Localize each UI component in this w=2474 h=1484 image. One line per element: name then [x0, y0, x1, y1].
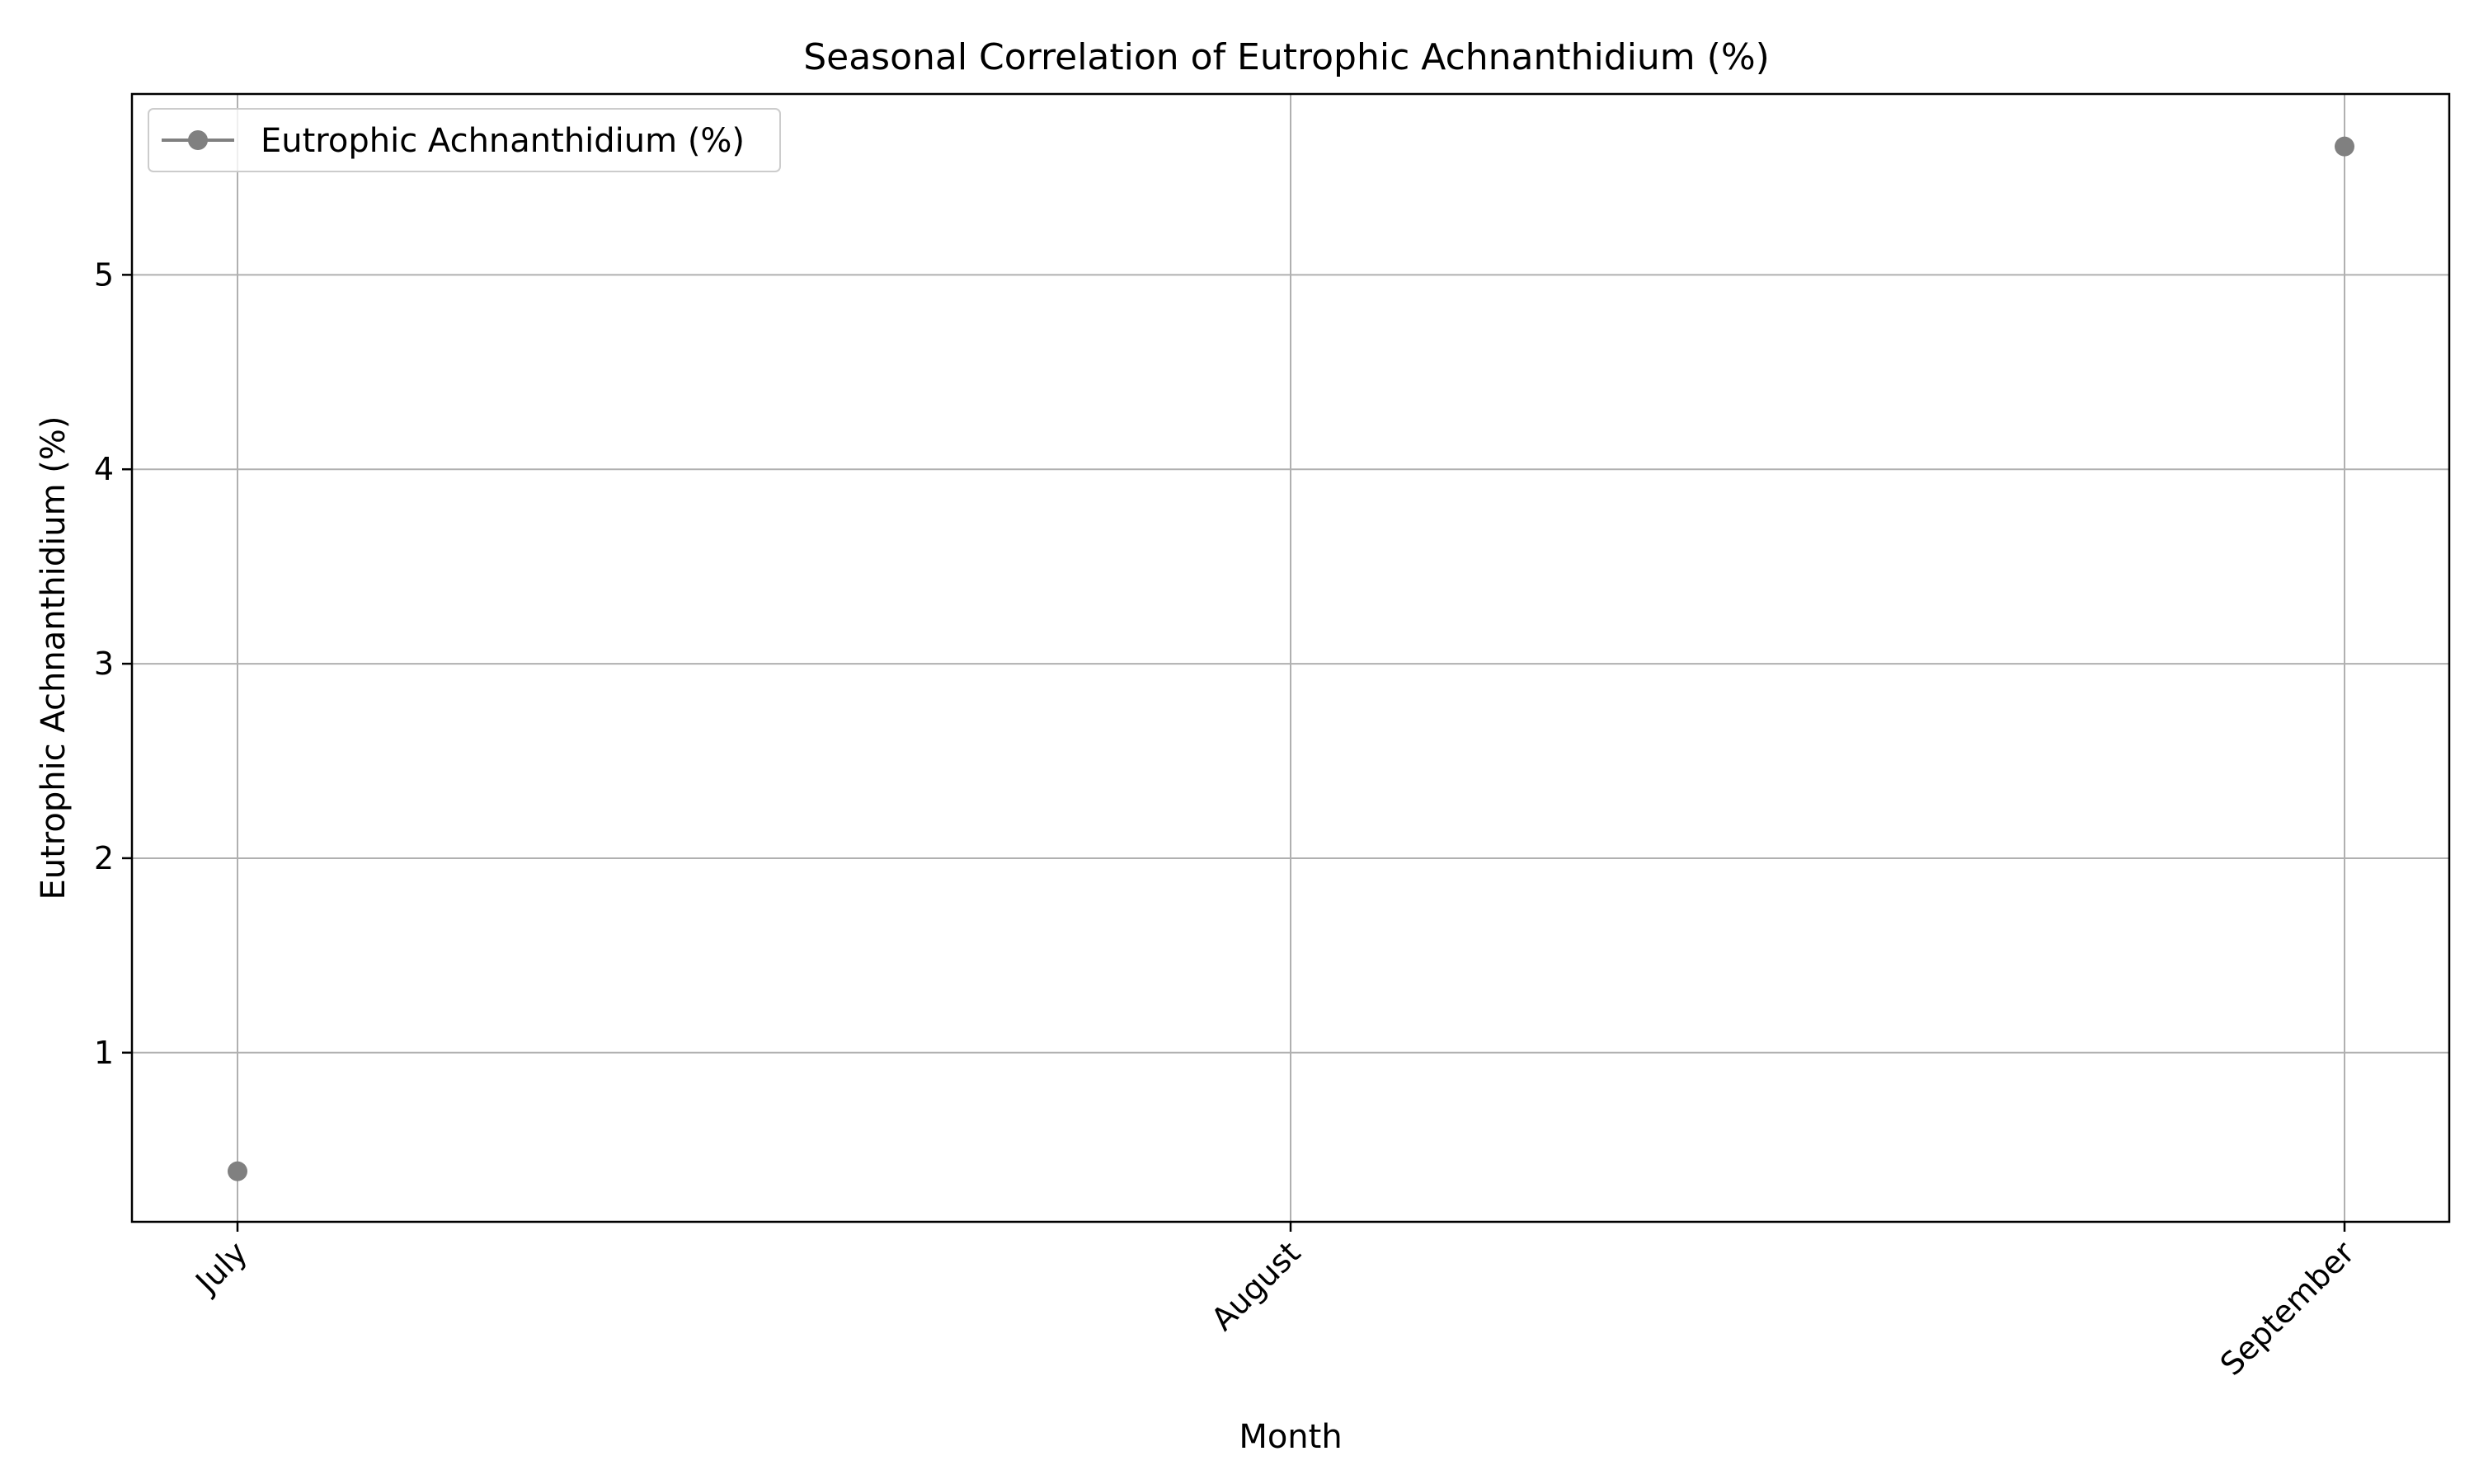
y-tick-label: 5	[94, 256, 114, 293]
data-layer	[228, 136, 2354, 1181]
y-tick-label: 1	[94, 1035, 114, 1071]
y-tick-label: 2	[94, 840, 114, 876]
x-axis-label: Month	[1239, 1418, 1342, 1456]
y-axis-label: Eutrophic Achnanthidium (%)	[35, 416, 73, 899]
grid-lines	[132, 94, 2449, 1222]
y-tick-label: 4	[94, 451, 114, 487]
data-point	[228, 1161, 247, 1181]
legend: Eutrophic Achnanthidium (%)	[148, 108, 781, 172]
legend-marker-swatch	[188, 130, 208, 150]
y-tick-label: 3	[94, 646, 114, 682]
y-axis: 1 2 3 4 5	[94, 256, 132, 1071]
legend-entry-label: Eutrophic Achnanthidium (%)	[261, 122, 745, 160]
chart-title: Seasonal Correlation of Eutrophic Achnan…	[803, 36, 1770, 78]
legend-box	[148, 108, 781, 172]
data-point	[2335, 136, 2354, 157]
